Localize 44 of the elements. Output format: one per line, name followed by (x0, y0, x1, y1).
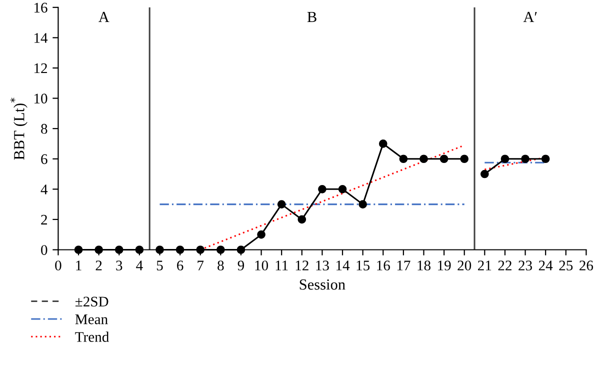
x-tick-label: 5 (156, 260, 163, 270)
x-tick-label: 21 (478, 260, 492, 270)
y-tick-label: 4 (40, 184, 48, 194)
x-tick-label: 6 (177, 260, 184, 270)
legend-label: Trend (75, 332, 110, 342)
y-tick-label: 0 (41, 245, 48, 255)
annotation: B (307, 12, 316, 22)
x-tick-label: 19 (438, 260, 451, 270)
x-tick-label: 3 (116, 260, 122, 270)
y-tick-label: 2 (41, 214, 47, 225)
x-tick-label: 10 (255, 260, 268, 270)
x-tick-label: 4 (136, 260, 143, 270)
annotation: A (98, 12, 110, 22)
x-tick-label: 23 (518, 260, 532, 270)
y-tick-label: 14 (34, 33, 48, 43)
x-tick-label: 1 (76, 260, 82, 270)
x-tick-label: 17 (397, 260, 410, 270)
x-tick-label: 9 (238, 260, 244, 270)
x-tick-label: 0 (55, 260, 62, 270)
x-tick-label: 25 (559, 260, 573, 270)
x-tick-label: 2 (96, 260, 102, 270)
x-tick-label: 8 (218, 260, 224, 270)
y-axis-title: BBT (Lt)$^{*}$ (10, 98, 28, 160)
legend-label: ±2SD (75, 296, 108, 307)
x-tick-label: 20 (458, 260, 472, 270)
y-tick-label: 8 (41, 124, 48, 134)
x-tick-label: 18 (418, 260, 430, 270)
x-tick-label: 26 (580, 260, 594, 270)
x-tick-label: 16 (377, 260, 390, 270)
x-tick-label: 22 (498, 260, 512, 270)
annotation: A′ (523, 12, 537, 22)
x-tick-label: 13 (316, 260, 329, 270)
x-tick-label: 14 (336, 260, 350, 270)
y-tick-label: 10 (34, 94, 48, 104)
x-tick-label: 7 (198, 260, 204, 270)
x-tick-label: 24 (538, 260, 553, 270)
x-axis-title: Session (300, 279, 346, 290)
x-tick-label: 11 (276, 260, 288, 270)
y-tick-label: 16 (34, 2, 48, 13)
x-tick-label: 15 (356, 260, 370, 270)
legend-label: Mean (75, 314, 108, 324)
y-tick-label: 6 (41, 154, 48, 164)
x-tick-label: 12 (296, 260, 308, 270)
y-tick-label: 12 (34, 63, 47, 74)
